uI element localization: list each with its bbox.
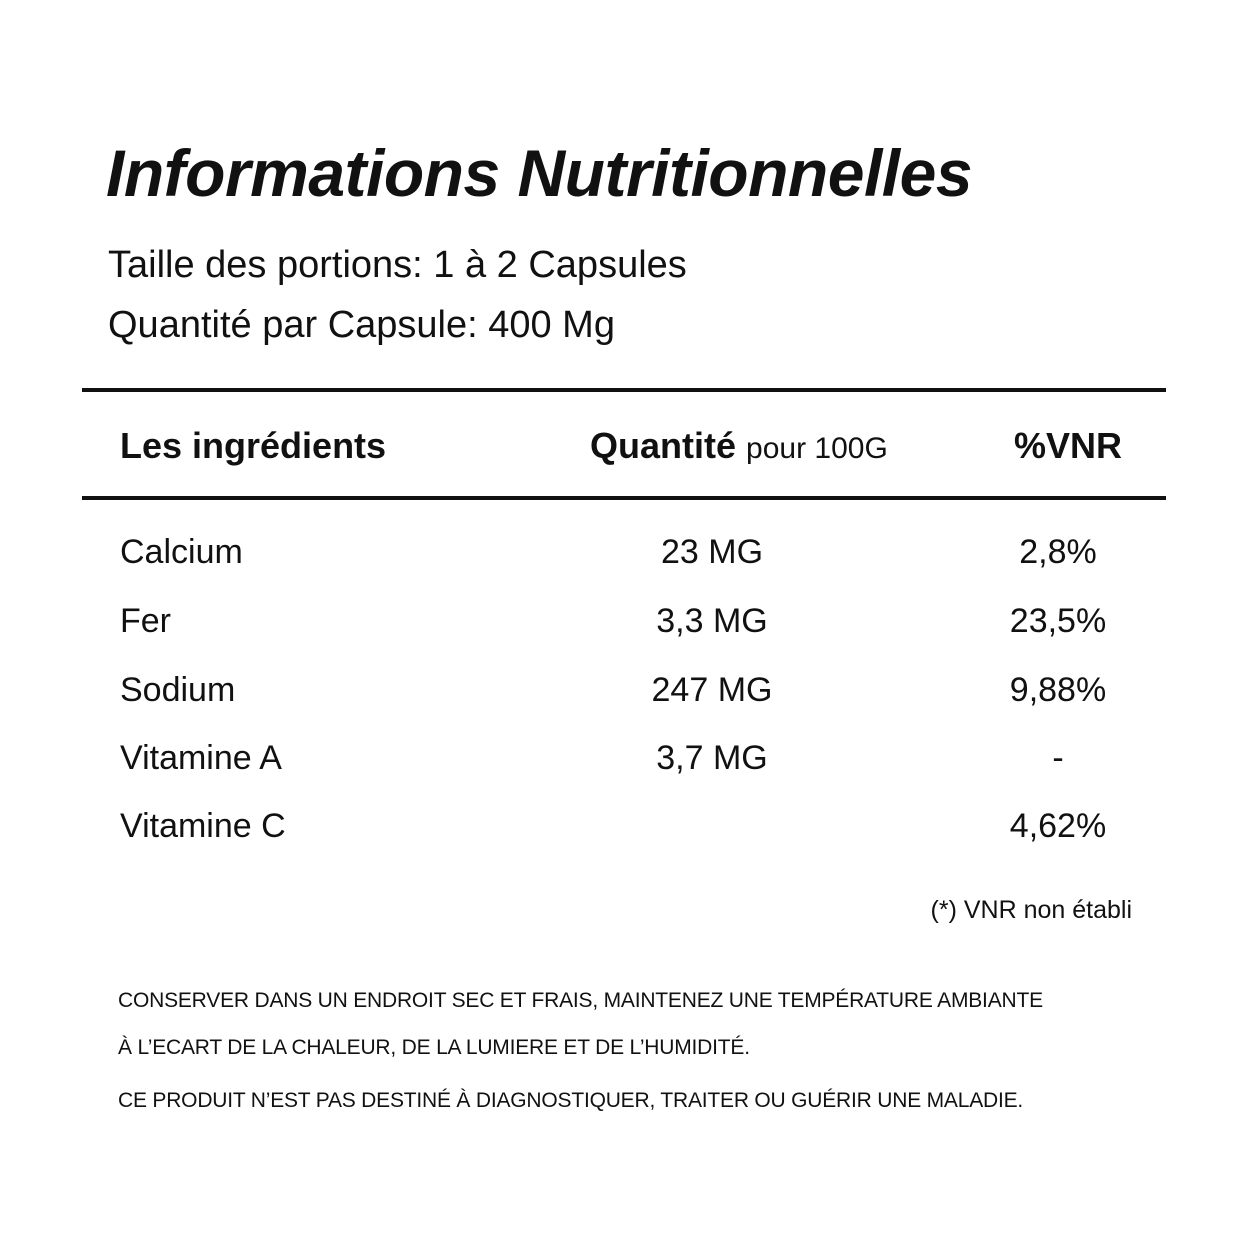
ingredient-name: Vitamine C [120,807,286,845]
ingredient-vnr: - [1052,739,1064,777]
ingredient-vnr: 9,88% [1009,671,1107,709]
col-quantity: Quantité pour 100G [590,428,888,464]
col-quantity-unit: pour 100G [746,432,888,465]
header-rule [82,496,1166,500]
ingredient-quantity: 3,3 MG [656,602,768,640]
col-vnr: %VNR [1014,425,1123,466]
ingredient-vnr: 4,62% [1009,807,1107,845]
top-rule [82,388,1166,392]
ingredient-vnr: 2,8% [1019,533,1097,571]
ingredient-quantity: 247 MG [651,671,773,709]
ingredient-name: Sodium [120,671,236,709]
col-quantity-label: Quantité [590,425,737,466]
ingredient-name: Fer [120,602,171,640]
serving-size: Taille des portions: 1 à 2 Capsules [108,244,687,286]
ingredient-name: Vitamine A [120,739,282,777]
storage-line: À L’ECART DE LA CHALEUR, DE LA LUMIERE E… [118,1036,750,1059]
ingredient-vnr: 23,5% [1009,602,1107,640]
disclaimer: CE PRODUIT N’EST PAS DESTINÉ À DIAGNOSTI… [118,1089,1024,1112]
ingredient-quantity: 3,7 MG [656,739,768,777]
ingredient-name: Calcium [120,533,243,571]
ingredient-quantity: 23 MG [660,533,764,571]
quantity-per-capsule: Quantité par Capsule: 400 Mg [108,304,615,346]
storage-line: CONSERVER DANS UN ENDROIT SEC ET FRAIS, … [118,989,1043,1012]
footnote: (*) VNR non établi [930,896,1132,924]
col-ingredient: Les ingrédients [120,425,387,466]
title: Informations Nutritionnelles [106,136,973,210]
